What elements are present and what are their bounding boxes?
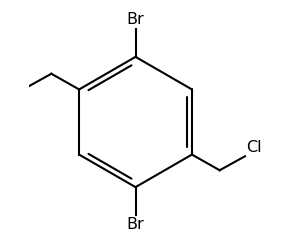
Text: Cl: Cl [246,140,262,155]
Text: Br: Br [127,217,144,232]
Text: Br: Br [127,12,144,27]
